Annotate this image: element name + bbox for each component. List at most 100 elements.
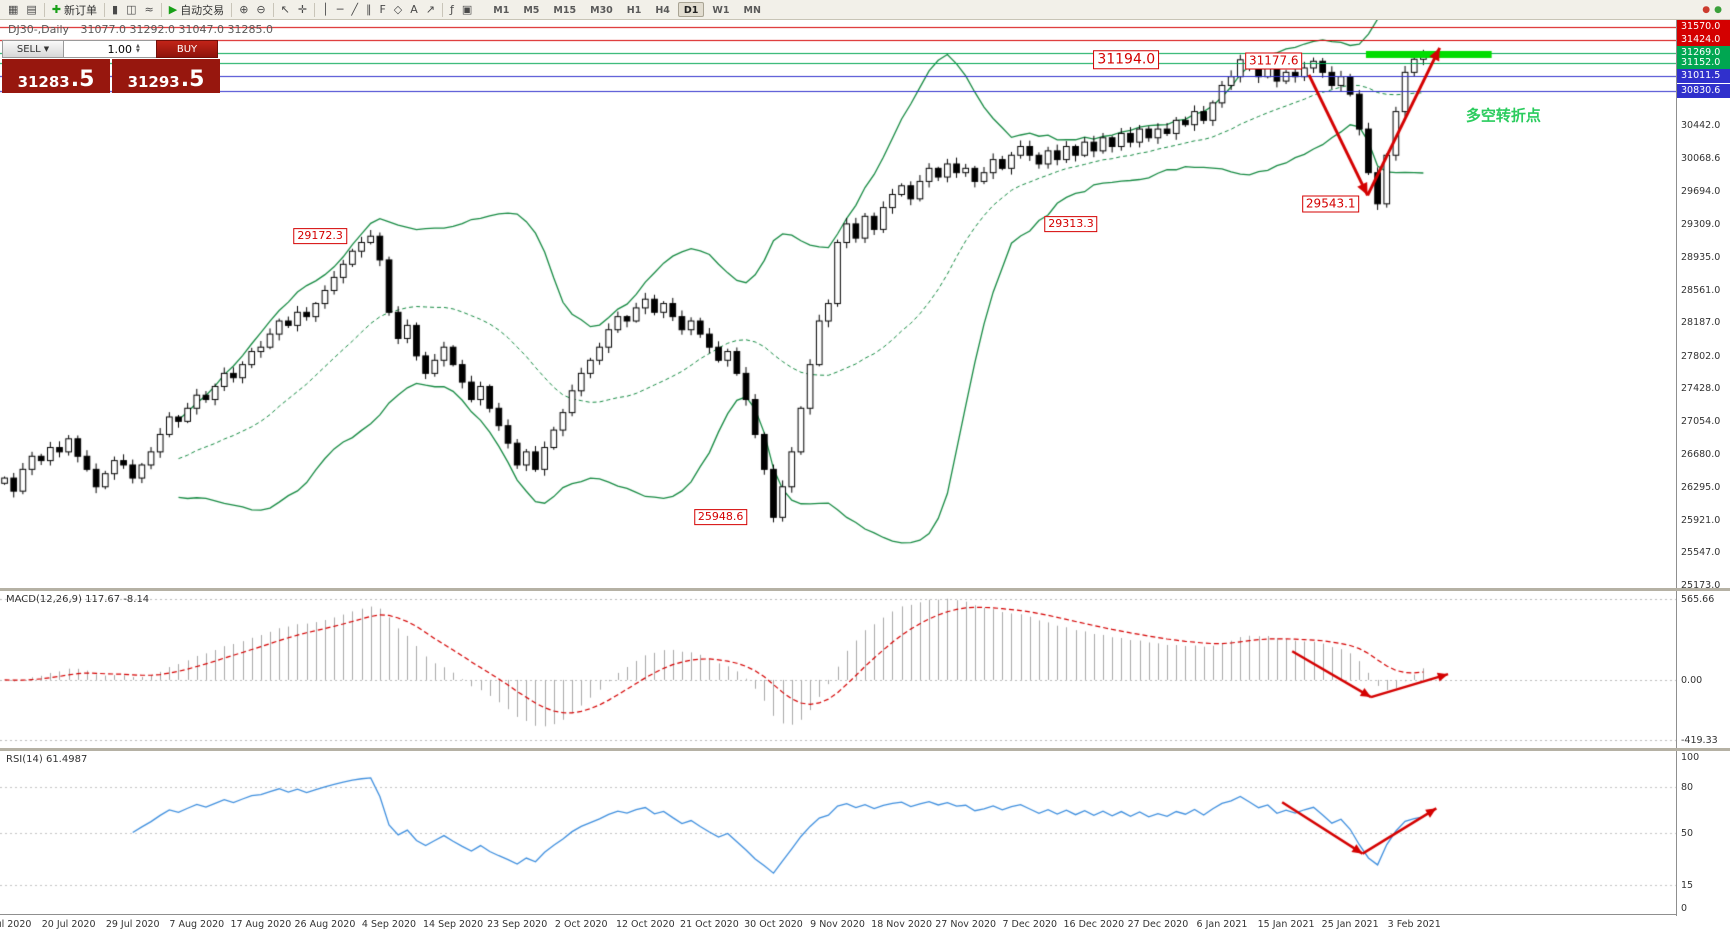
- toolbar-separator: [43, 2, 45, 17]
- date-axis-label: 14 Sep 2020: [422, 919, 484, 930]
- sell-price-main: 31283: [17, 73, 70, 91]
- main-chart-canvas[interactable]: [0, 20, 1676, 588]
- date-axis-label: 23 Sep 2020: [487, 919, 548, 930]
- toolbar-icons: ▦ ▤ ✚ 新订单 ▮ ◫ ≈ ▶ 自动交易 ⊕ ⊖ ↖ ✛ │ ─ ╱ ∥ F ◇ A ↗ ƒ ▣: [4, 1, 476, 19]
- volume-input[interactable]: [64, 42, 134, 56]
- volume-field-wrap: ▲ ▼: [64, 40, 156, 58]
- timeframe-m30[interactable]: M30: [590, 5, 613, 16]
- text-label-icon[interactable]: A: [406, 1, 422, 19]
- new-order-button[interactable]: ✚ 新订单: [48, 1, 101, 19]
- toolbar-separator: [104, 2, 106, 17]
- macd-scale-tick: -419.33: [1681, 735, 1718, 747]
- chart-line-icon[interactable]: ≈: [141, 1, 158, 19]
- macd-panel-canvas[interactable]: [0, 591, 1676, 748]
- date-axis-label: 15 Jan 2021: [1257, 919, 1315, 930]
- macd-indicator-label: MACD(12,26,9) 117.67 -8.14: [6, 594, 150, 605]
- connection-status-icon[interactable]: ●: [1714, 4, 1722, 15]
- price-scale-tick: 30442.0: [1681, 120, 1721, 132]
- date-axis-label: 30 Oct 2020: [744, 919, 803, 930]
- trendline-icon[interactable]: ╱: [347, 1, 362, 19]
- trendline-icon: ╱: [351, 2, 358, 16]
- date-axis-label: 16 Dec 2020: [1063, 919, 1125, 930]
- zoom-in-icon[interactable]: ⊕: [235, 1, 252, 19]
- timeframe-d1[interactable]: D1: [677, 2, 705, 17]
- stepper-up-icon[interactable]: ▲: [136, 43, 140, 49]
- rsi-scale-tick: 100: [1681, 752, 1700, 764]
- sell-button-label: SELL: [16, 43, 41, 55]
- price-scale-tick: 29309.0: [1681, 219, 1721, 231]
- rsi-scale-tick: 15: [1681, 880, 1694, 892]
- shapes-icon[interactable]: ◇: [390, 1, 406, 19]
- auto-trading-button[interactable]: ▶ 自动交易: [165, 1, 228, 19]
- new-chart-icon: ▦: [8, 2, 19, 16]
- crosshair-icon[interactable]: ✛: [294, 1, 311, 19]
- toolbar-separator: [441, 2, 443, 17]
- indicators-icon[interactable]: ƒ: [446, 1, 458, 19]
- toolbar-separator: [314, 2, 316, 17]
- chart-line-icon: ≈: [144, 2, 154, 16]
- timeframe-mn[interactable]: MN: [743, 5, 761, 16]
- panel-splitter[interactable]: [0, 588, 1730, 591]
- vertical-line-icon[interactable]: │: [318, 1, 333, 19]
- timeframe-m15[interactable]: M15: [553, 5, 577, 16]
- price-scale-tick: 25921.0: [1681, 514, 1721, 526]
- price-scale-tick: 27054.0: [1681, 416, 1721, 427]
- channel-icon[interactable]: ∥: [362, 1, 376, 19]
- date-axis-label: 7 Aug 2020: [169, 919, 225, 930]
- chart-profiles-icon[interactable]: ▤: [22, 1, 40, 19]
- price-scale-tick: 26680.0: [1681, 448, 1721, 460]
- templates-icon[interactable]: ▣: [458, 1, 476, 19]
- cursor-icon[interactable]: ↖: [277, 1, 294, 19]
- zoom-out-icon: ⊖: [256, 2, 266, 16]
- date-axis[interactable]: 10 Jul 2020 20 Jul 2020 29 Jul 2020 7 Aug 2…: [0, 914, 1676, 940]
- zoom-out-icon[interactable]: ⊖: [252, 1, 269, 19]
- chevron-down-icon: ▼: [43, 45, 50, 53]
- timeframe-m1[interactable]: M1: [493, 5, 510, 16]
- date-axis-label: 20 Jul 2020: [41, 919, 96, 930]
- buy-order-type-button[interactable]: BUY: [156, 40, 218, 58]
- sell-price-frac: .5: [70, 67, 95, 93]
- rsi-scale-tick: 80: [1681, 782, 1694, 794]
- buy-price-button[interactable]: 31293 .5: [112, 59, 220, 93]
- macd-scale-tick: 0.00: [1681, 674, 1703, 686]
- price-scale-tick: 30068.6: [1681, 152, 1721, 164]
- date-axis-label: 3 Feb 2021: [1387, 919, 1441, 930]
- toolbar-separator: [160, 2, 162, 17]
- arrow-object-icon[interactable]: ↗: [422, 1, 439, 19]
- date-axis-label: 27 Dec 2020: [1127, 919, 1189, 930]
- alert-icon[interactable]: ●: [1702, 4, 1711, 15]
- chart-title: DJ30-,Daily 31077.0 31292.0 31047.0 3128…: [8, 23, 273, 36]
- rsi-panel-canvas[interactable]: [0, 751, 1676, 914]
- panel-splitter[interactable]: [0, 748, 1730, 751]
- timeframe-m5[interactable]: M5: [523, 5, 540, 16]
- stepper-down-icon[interactable]: ▼: [136, 48, 140, 54]
- price-scale-tick: 28935.0: [1681, 251, 1721, 263]
- timeframe-w1[interactable]: W1: [712, 5, 730, 16]
- timeframe-h1[interactable]: H1: [626, 5, 642, 16]
- date-axis-label: 27 Nov 2020: [935, 919, 997, 930]
- chart-ohlc-values: 31077.0 31292.0 31047.0 31285.0: [80, 23, 273, 36]
- chart-bar-icon[interactable]: ▮: [108, 1, 122, 19]
- rsi-indicator-label: RSI(14) 61.4987: [6, 754, 88, 765]
- macd-scale-tick: 565.66: [1681, 593, 1715, 605]
- play-icon: ▶: [168, 2, 178, 16]
- new-chart-icon[interactable]: ▦: [4, 1, 22, 19]
- channel-icon: ∥: [365, 2, 372, 16]
- price-scale[interactable]: 30442.0 30068.6 29694.0 29309.0 28935.0 28561…: [1676, 19, 1730, 916]
- sell-price-button[interactable]: 31283 .5: [2, 59, 110, 93]
- date-axis-label: 21 Oct 2020: [680, 919, 739, 930]
- fibonacci-icon[interactable]: F: [375, 1, 389, 19]
- buy-price-main: 31293: [127, 73, 180, 91]
- sell-order-type-button[interactable]: SELL ▼: [2, 40, 64, 58]
- chart-symbol-period: DJ30-,Daily: [8, 23, 70, 36]
- timeframe-h4[interactable]: H4: [655, 5, 670, 16]
- chart-candle-icon[interactable]: ◫: [122, 1, 140, 19]
- price-level-badge: 31424.0: [1677, 32, 1730, 47]
- volume-stepper[interactable]: ▲ ▼: [136, 44, 140, 54]
- chart-profiles-icon: ▤: [26, 2, 37, 16]
- cursor-icon: ↖: [280, 2, 290, 16]
- buy-button-label: BUY: [176, 43, 198, 55]
- price-level-badge: 31152.0: [1677, 56, 1730, 71]
- horizontal-line-icon[interactable]: ─: [333, 1, 348, 19]
